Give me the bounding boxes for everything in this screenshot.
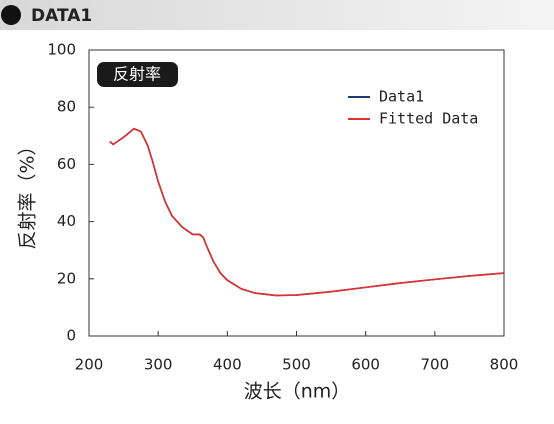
y-tick-label: 60 (57, 155, 76, 173)
annotation-box (97, 62, 178, 87)
x-tick-label: 800 (490, 356, 519, 374)
x-tick-label: 300 (144, 356, 173, 374)
x-tick-label: 600 (351, 356, 380, 374)
legend-label: Fitted Data (379, 110, 478, 128)
y-tick-label: 100 (47, 41, 76, 59)
y-tick-label: 20 (57, 269, 76, 287)
plot-frame (88, 49, 505, 337)
header-title: DATA1 (31, 6, 92, 26)
header-dot (1, 5, 21, 25)
x-tick-label: 400 (213, 356, 242, 374)
y-tick-label: 80 (57, 98, 76, 116)
annotation: 反射率 (113, 65, 161, 84)
x-tick-label: 200 (75, 356, 104, 374)
header-band (0, 0, 554, 30)
x-tick-label: 700 (421, 356, 450, 374)
x-tick-label: 500 (282, 356, 311, 374)
data-line (109, 127, 505, 297)
y-tick-label: 40 (57, 212, 76, 230)
y-axis-label: 反射率（%） (17, 136, 39, 249)
data-line (109, 127, 505, 297)
x-axis-label: 波长（nm） (244, 381, 351, 403)
y-tick-label: 0 (66, 327, 76, 345)
legend-label: Data1 (379, 88, 424, 106)
